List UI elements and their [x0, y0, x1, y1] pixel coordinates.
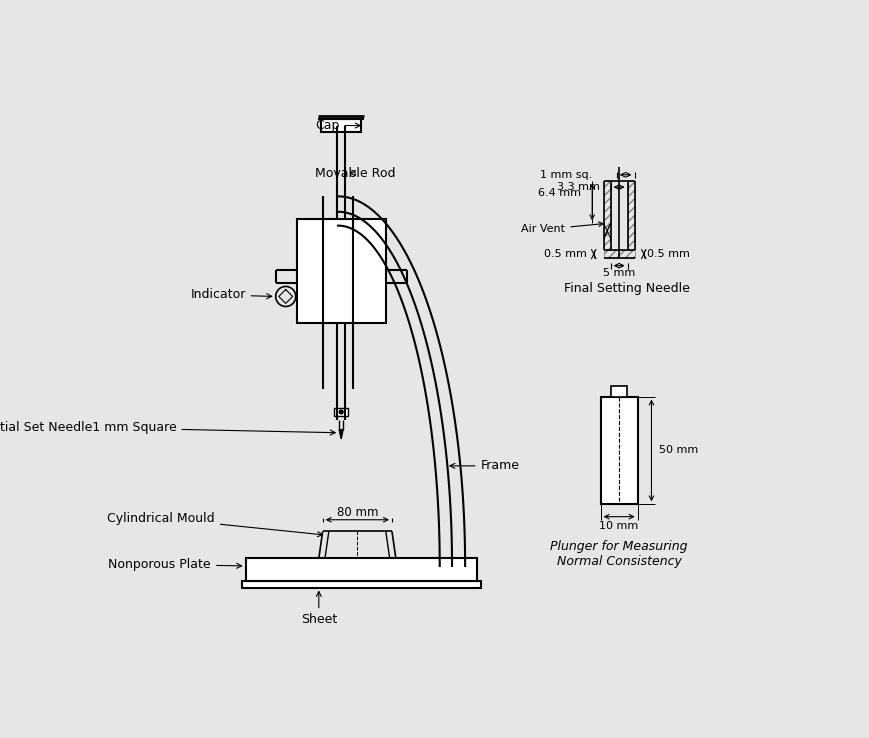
Text: Nonporous Plate: Nonporous Plate — [109, 558, 242, 571]
Text: 1 mm sq.: 1 mm sq. — [540, 170, 592, 180]
Text: 6.4 mm: 6.4 mm — [537, 188, 580, 198]
Bar — [627, 181, 634, 250]
Text: Indicator: Indicator — [190, 289, 271, 301]
Text: 80 mm: 80 mm — [336, 506, 378, 519]
Text: Cylindrical Mould: Cylindrical Mould — [107, 511, 322, 537]
Text: 3.3 mm: 3.3 mm — [556, 182, 600, 192]
Text: Final Setting Needle: Final Setting Needle — [563, 282, 689, 295]
Text: Cap: Cap — [315, 119, 360, 132]
Text: 0.5 mm: 0.5 mm — [647, 249, 689, 259]
Bar — [600, 396, 637, 504]
Text: 50 mm: 50 mm — [659, 446, 698, 455]
Text: Air Vent: Air Vent — [521, 222, 602, 235]
Text: Movable Rod: Movable Rod — [315, 167, 395, 180]
Text: 0.5 mm: 0.5 mm — [543, 249, 586, 259]
Bar — [245, 558, 476, 582]
Bar — [297, 219, 385, 323]
Text: 10 mm: 10 mm — [599, 521, 638, 531]
Bar — [334, 408, 348, 415]
Polygon shape — [339, 430, 342, 439]
Bar — [242, 582, 480, 587]
Circle shape — [339, 410, 342, 414]
Text: 5 mm: 5 mm — [602, 268, 634, 277]
Bar — [603, 250, 634, 258]
Bar — [603, 181, 610, 250]
Bar — [611, 386, 626, 396]
Bar — [321, 120, 361, 131]
Text: Plunger for Measuring
Normal Consistency: Plunger for Measuring Normal Consistency — [550, 540, 687, 568]
Text: Sheet: Sheet — [301, 592, 336, 627]
Text: Initial Set Needle1 mm Square: Initial Set Needle1 mm Square — [0, 421, 335, 435]
Text: Frame: Frame — [449, 459, 519, 472]
